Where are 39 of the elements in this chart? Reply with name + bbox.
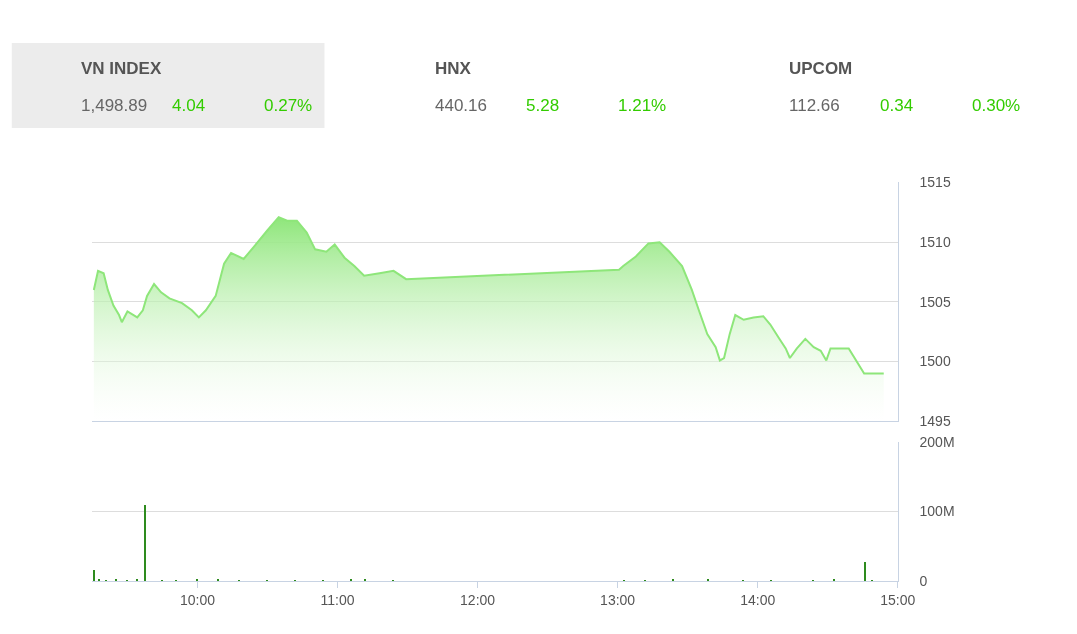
bar	[93, 569, 96, 581]
bar	[672, 578, 675, 581]
bar	[144, 504, 147, 581]
text: 0.34	[880, 96, 914, 115]
y-tick-label: 200M	[919, 433, 955, 450]
bar	[196, 578, 199, 581]
text: 0.27%	[264, 96, 313, 115]
text: 5.28	[526, 96, 560, 115]
y-tick-label: 1495	[919, 413, 951, 430]
x-tick-label: 10:00	[179, 591, 216, 608]
text: 0.30%	[972, 96, 1021, 115]
bar	[115, 578, 118, 581]
y-tick-label: 1500	[919, 353, 951, 370]
x-tick-label: 12:00	[460, 591, 496, 608]
text: 4.04	[172, 96, 206, 115]
text: HNX	[435, 59, 472, 78]
y-tick-label: 1505	[919, 293, 951, 310]
x-tick-label: 13:00	[600, 591, 636, 608]
bar	[833, 578, 836, 581]
text: VN INDEX	[81, 59, 162, 78]
bar	[98, 578, 101, 581]
bar	[707, 578, 710, 581]
text: 1,498.89	[81, 96, 148, 115]
bar	[350, 578, 353, 581]
x-tick-label: 11:00	[320, 591, 355, 608]
x-tick-label: 15:00	[880, 591, 916, 608]
text: UPCOM	[789, 59, 853, 78]
text: 440.16	[435, 96, 487, 115]
text: 1.21%	[618, 96, 667, 115]
x-tick-label: 14:00	[740, 591, 776, 608]
y-tick-label: 1515	[919, 174, 951, 191]
y-tick-label: 0	[919, 573, 928, 590]
y-tick-label: 1510	[919, 234, 951, 251]
bar	[136, 578, 139, 581]
bar	[364, 578, 367, 581]
bar	[217, 578, 220, 581]
text: 112.66	[789, 96, 840, 115]
y-tick-label: 100M	[919, 503, 955, 520]
bar	[864, 561, 867, 581]
